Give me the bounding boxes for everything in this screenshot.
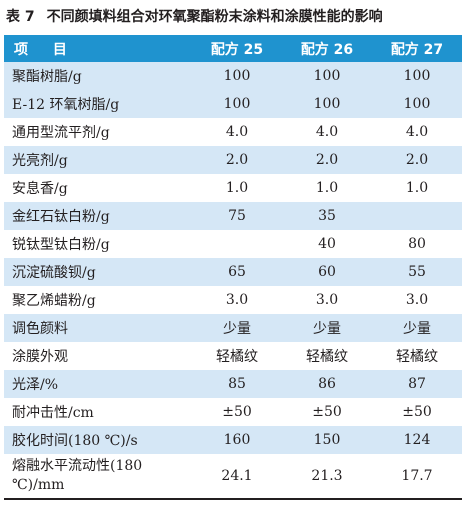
cell-value: 2.0 <box>282 146 372 174</box>
table-row: E-12 环氧树脂/g 100 100 100 <box>4 90 462 118</box>
row-label: E-12 环氧树脂/g <box>4 90 192 118</box>
table-row: 涂膜外观 轻橘纹 轻橘纹 轻橘纹 <box>4 342 462 370</box>
data-table: 项 目 配方 25 配方 26 配方 27 聚酯树脂/g 100 100 100… <box>4 35 462 498</box>
row-label: 锐钛型钛白粉/g <box>12 237 110 253</box>
cell-value: 4.0 <box>225 124 249 140</box>
table-row: 光泽/% 85 86 87 <box>4 370 462 398</box>
cell-value: 1.0 <box>405 180 429 196</box>
cell-value: 100 <box>192 62 282 90</box>
cell-value: 21.3 <box>311 468 343 484</box>
cell-value: 65 <box>192 258 282 286</box>
table-title: 不同颜填料组合对环氧聚酯粉末涂料和涂膜性能的影响 <box>46 9 383 25</box>
cell-value: ±50 <box>222 404 252 420</box>
cell-value: 87 <box>372 370 462 398</box>
table-row: 沉淀硫酸钡/g 65 60 55 <box>4 258 462 286</box>
cell-value: 轻橘纹 <box>306 349 348 365</box>
cell-value: ±50 <box>312 404 342 420</box>
row-label: 熔融水平流动性(180 ℃)/mm <box>12 458 143 493</box>
table-row: 胶化时间(180 ℃)/s 160 150 124 <box>4 426 462 454</box>
cell-value: 3.0 <box>405 292 429 308</box>
row-label: 通用型流平剂/g <box>12 125 110 141</box>
table-row: 安息香/g 1.0 1.0 1.0 <box>4 174 462 202</box>
table-row: 调色颜料 少量 少量 少量 <box>4 314 462 342</box>
cell-value: 40 <box>318 236 336 252</box>
cell-value: 1.0 <box>225 180 249 196</box>
row-label: 光亮剂/g <box>4 146 192 174</box>
cell-value: 86 <box>282 370 372 398</box>
header-cell-formula-25: 配方 25 <box>192 35 282 62</box>
table-row: 聚酯树脂/g 100 100 100 <box>4 62 462 90</box>
table-row: 光亮剂/g 2.0 2.0 2.0 <box>4 146 462 174</box>
table-caption: 表 7 不同颜填料组合对环氧聚酯粉末涂料和涂膜性能的影响 <box>6 4 383 30</box>
header-row: 项 目 配方 25 配方 26 配方 27 <box>4 35 462 62</box>
cell-value: 少量 <box>372 314 462 342</box>
table-row: 聚乙烯蜡粉/g 3.0 3.0 3.0 <box>4 286 462 314</box>
cell-value: 24.1 <box>221 468 253 484</box>
cell-value <box>192 230 282 258</box>
cell-value: 3.0 <box>225 292 249 308</box>
cell-value <box>372 202 462 230</box>
table-row: 耐冲击性/cm ±50 ±50 ±50 <box>4 398 462 426</box>
row-label: 金红石钛白粉/g <box>4 202 192 230</box>
cell-value: 160 <box>192 426 282 454</box>
cell-value: 100 <box>372 90 462 118</box>
table-row: 通用型流平剂/g 4.0 4.0 4.0 <box>4 118 462 146</box>
row-label: 光泽/% <box>4 370 192 398</box>
row-label: 沉淀硫酸钡/g <box>4 258 192 286</box>
cell-value: 1.0 <box>315 180 339 196</box>
cell-value: 80 <box>408 236 426 252</box>
cell-value: 150 <box>282 426 372 454</box>
cell-value: 少量 <box>282 314 372 342</box>
cell-value: 轻橘纹 <box>396 349 438 365</box>
cell-value: 17.7 <box>401 468 433 484</box>
cell-value: 55 <box>372 258 462 286</box>
cell-value: ±50 <box>402 404 432 420</box>
header-cell-item: 项 目 <box>4 35 192 62</box>
cell-value: 2.0 <box>372 146 462 174</box>
table-bottom-rule <box>4 498 462 500</box>
cell-value: 少量 <box>192 314 282 342</box>
table-number: 表 7 <box>6 9 35 25</box>
cell-value: 4.0 <box>405 124 429 140</box>
row-label: 胶化时间(180 ℃)/s <box>4 426 192 454</box>
cell-value: 100 <box>192 90 282 118</box>
cell-value: 轻橘纹 <box>216 349 258 365</box>
row-label: 聚酯树脂/g <box>4 62 192 90</box>
cell-value: 3.0 <box>315 292 339 308</box>
row-label: 耐冲击性/cm <box>12 405 94 421</box>
table-row: 金红石钛白粉/g 75 35 <box>4 202 462 230</box>
cell-value: 2.0 <box>192 146 282 174</box>
cell-value: 75 <box>192 202 282 230</box>
cell-value: 35 <box>282 202 372 230</box>
cell-value: 100 <box>372 62 462 90</box>
cell-value: 100 <box>282 90 372 118</box>
cell-value: 4.0 <box>315 124 339 140</box>
row-label: 聚乙烯蜡粉/g <box>12 293 96 309</box>
row-label: 涂膜外观 <box>12 349 68 365</box>
cell-value: 124 <box>372 426 462 454</box>
header-cell-formula-27: 配方 27 <box>372 35 462 62</box>
row-label: 安息香/g <box>12 181 68 197</box>
cell-value: 60 <box>282 258 372 286</box>
cell-value: 85 <box>192 370 282 398</box>
header-cell-formula-26: 配方 26 <box>282 35 372 62</box>
table-row: 锐钛型钛白粉/g 40 80 <box>4 230 462 258</box>
row-label: 调色颜料 <box>4 314 192 342</box>
cell-value: 100 <box>282 62 372 90</box>
table-row: 熔融水平流动性(180 ℃)/mm 24.1 21.3 17.7 <box>4 454 462 498</box>
